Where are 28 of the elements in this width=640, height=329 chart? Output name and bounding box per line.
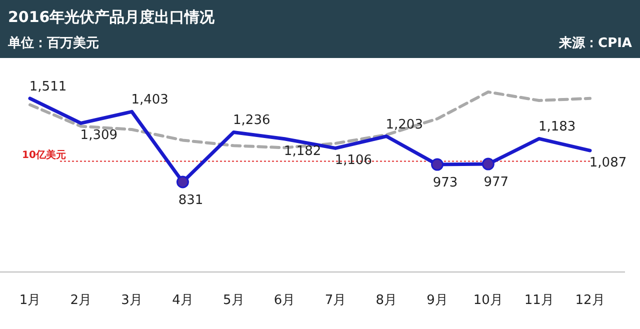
source-note: 来源：CPIA xyxy=(558,36,632,51)
data-label: 973 xyxy=(432,176,458,191)
x-tick-label: 12月 xyxy=(575,293,605,308)
data-label: 1,203 xyxy=(386,117,423,132)
x-tick-label: 11月 xyxy=(524,293,554,308)
data-label: 1,511 xyxy=(29,79,67,94)
x-tick-label: 6月 xyxy=(274,293,296,308)
ref-line-label: 10亿美元 xyxy=(22,149,66,162)
data-label: 1,106 xyxy=(334,153,372,168)
x-tick-label: 3月 xyxy=(121,293,142,308)
data-label: 1,183 xyxy=(538,120,576,135)
x-tick-label: 9月 xyxy=(426,293,448,308)
data-label: 1,236 xyxy=(233,113,270,128)
x-tick-label: 8月 xyxy=(376,293,398,308)
chart-subtitle: 单位：百万美元 xyxy=(7,35,99,51)
data-label: 977 xyxy=(484,175,509,190)
data-label: 1,309 xyxy=(80,128,118,144)
x-tick-label: 5月 xyxy=(222,293,244,308)
data-label: 1,087 xyxy=(589,156,627,171)
data-label: 831 xyxy=(178,193,204,208)
x-tick-label: 4月 xyxy=(172,293,194,308)
x-tick-label: 2月 xyxy=(70,293,92,308)
x-tick-label: 7月 xyxy=(324,293,346,308)
chart-title: 2016年光伏产品月度出口情况 xyxy=(8,8,216,26)
x-tick-label: 1月 xyxy=(19,293,41,308)
data-label: 1,182 xyxy=(284,144,322,159)
data-label: 1,403 xyxy=(131,92,168,108)
x-tick-label: 10月 xyxy=(473,293,503,308)
